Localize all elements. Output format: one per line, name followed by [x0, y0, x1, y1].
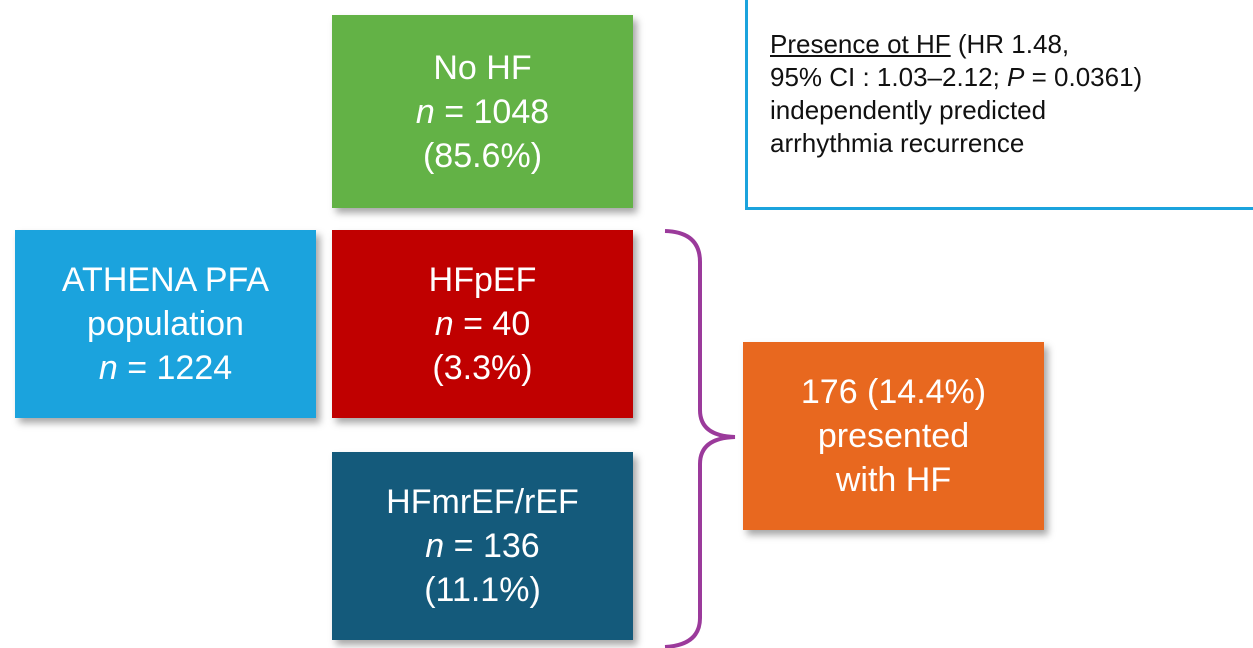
- text-line: (11.1%): [424, 568, 541, 612]
- text-span: = 0.0361): [1024, 62, 1143, 92]
- text-span: 95% CI : 1.03–2.12;: [770, 62, 1008, 92]
- text-line: population: [87, 302, 244, 346]
- text-span: n: [98, 349, 118, 387]
- text-span: No HF: [433, 48, 532, 87]
- text-span: = 1224: [117, 349, 233, 387]
- text-span: (85.6%): [422, 136, 543, 175]
- text-span: with HF: [835, 461, 952, 499]
- text-line: n = 1048: [416, 90, 549, 134]
- text-line: No HF: [433, 46, 531, 90]
- text-span: presented: [817, 417, 970, 455]
- text-line: n = 1224: [99, 346, 232, 390]
- text-line: 176 (14.4%): [801, 370, 986, 414]
- text-line: (85.6%): [423, 134, 542, 178]
- hf-total-box: 176 (14.4%) presented with HF: [743, 342, 1044, 530]
- text-span: independently predicted: [770, 95, 1047, 125]
- text-line: 95% CI : 1.03–2.12; P = 0.0361): [770, 61, 1253, 94]
- text-line: arrhythmia recurrence: [770, 127, 1253, 160]
- text-span: population: [87, 305, 244, 343]
- text-line: independently predicted: [770, 94, 1253, 127]
- text-span: = 40: [453, 305, 531, 343]
- text-line: Presence ot HF (HR 1.48,: [770, 28, 1253, 61]
- text-line: presented: [818, 414, 969, 458]
- text-span: 176 (14.4%): [800, 373, 987, 411]
- text-span: P: [1007, 62, 1025, 92]
- no-hf-box: No HF n = 1048 (85.6%): [332, 15, 633, 208]
- text-line: (3.3%): [432, 346, 532, 390]
- text-span: HFmrEF/rEF: [386, 483, 579, 521]
- text-span: (11.1%): [424, 571, 541, 609]
- note-box: Presence ot HF (HR 1.48, 95% CI : 1.03–2.…: [745, 0, 1253, 210]
- text-span: (3.3%): [432, 349, 533, 387]
- text-span: HFpEF: [428, 261, 537, 299]
- text-span: n: [434, 305, 454, 343]
- hfpef-box: HFpEF n = 40 (3.3%): [332, 230, 633, 418]
- text-span: = 136: [444, 527, 540, 565]
- text-line: ATHENA PFA: [62, 258, 269, 302]
- text-span: (HR 1.48,: [950, 29, 1070, 59]
- text-span: n: [415, 92, 435, 131]
- text-span: ATHENA PFA: [61, 261, 270, 299]
- text-line: HFpEF: [429, 258, 537, 302]
- text-span: n: [425, 527, 445, 565]
- text-line: HFmrEF/rEF: [386, 480, 579, 524]
- population-box: ATHENA PFA population n = 1224: [15, 230, 316, 418]
- brace: [664, 229, 736, 648]
- hfmref-box: HFmrEF/rEF n = 136 (11.1%): [332, 452, 633, 640]
- text-span: = 1048: [434, 92, 550, 131]
- text-span: arrhythmia recurrence: [770, 128, 1025, 158]
- text-line: n = 40: [435, 302, 531, 346]
- text-line: with HF: [836, 458, 951, 502]
- text-line: n = 136: [425, 524, 539, 568]
- text-span: Presence ot HF: [770, 29, 951, 59]
